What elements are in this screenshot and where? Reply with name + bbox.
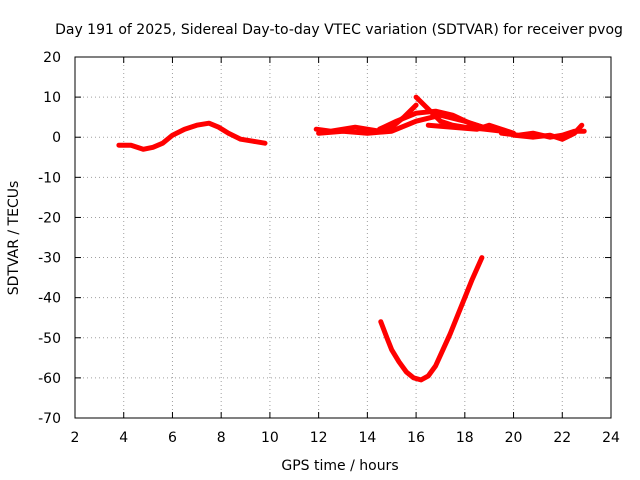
grid-lines	[75, 57, 611, 418]
series-line	[378, 255, 485, 383]
y-axis-label: SDTVAR / TECUs	[6, 181, 22, 296]
series-line	[511, 122, 585, 142]
chart-title: Day 191 of 2025, Sidereal Day-to-day VTE…	[55, 22, 623, 38]
x-tick-label: 14	[358, 430, 376, 446]
x-tick-label: 24	[602, 430, 620, 446]
data-series	[116, 94, 587, 383]
y-tick-label: 20	[43, 50, 61, 66]
x-tick-label: 12	[310, 430, 328, 446]
series-line	[377, 108, 492, 132]
plot-frame	[74, 56, 612, 419]
x-tick-label: 4	[119, 430, 128, 446]
y-tick-label: -60	[38, 371, 61, 387]
series-line	[425, 122, 516, 136]
x-tick-label: 18	[456, 430, 474, 446]
x-tick-label: 10	[261, 430, 279, 446]
x-tick-labels: 2 4 6 8 10 12 14 16 18 20 22 24	[71, 430, 620, 446]
y-tick-label: -10	[38, 170, 61, 186]
y-tick-label: -70	[38, 411, 61, 427]
axis-ticks	[74, 56, 612, 419]
y-tick-label: -20	[38, 210, 61, 226]
x-tick-label: 22	[553, 430, 571, 446]
y-tick-label: 0	[52, 130, 61, 146]
y-tick-labels: -70 -60 -50 -40 -30 -20 -10 0 10 20	[38, 50, 61, 427]
y-tick-label: -30	[38, 251, 61, 267]
x-tick-label: 8	[217, 430, 226, 446]
x-tick-label: 6	[168, 430, 177, 446]
x-tick-label: 2	[71, 430, 80, 446]
y-tick-label: -50	[38, 331, 61, 347]
x-axis-label: GPS time / hours	[281, 458, 398, 474]
series-line	[116, 120, 268, 152]
x-tick-label: 20	[505, 430, 523, 446]
x-tick-label: 16	[407, 430, 425, 446]
y-tick-label: -40	[38, 291, 61, 307]
y-tick-label: 10	[43, 90, 61, 106]
